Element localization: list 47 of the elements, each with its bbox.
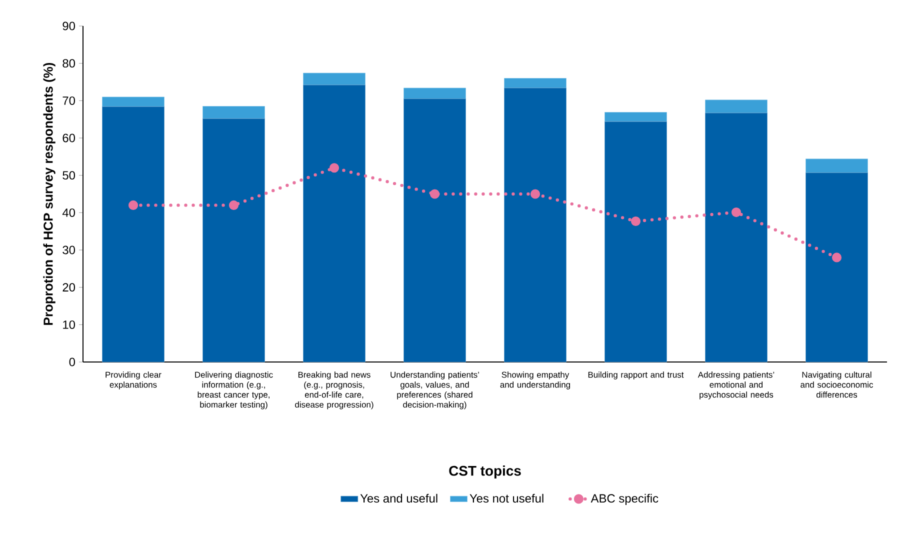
x-tick-label: Showing empathy and understanding xyxy=(500,372,570,390)
y-tick-label: 90 xyxy=(62,22,76,30)
point xyxy=(731,208,742,218)
bar xyxy=(504,78,566,88)
legend-label: Yes and useful xyxy=(360,494,438,503)
y-tick-label: 50 xyxy=(62,171,76,180)
x-tick-label: Addressing patients’ emotional and psychosocial needs xyxy=(698,372,774,400)
point xyxy=(228,200,239,210)
legend-label: ABC specific xyxy=(590,494,658,506)
bar xyxy=(202,106,265,119)
x-axis-title: CST topics xyxy=(449,466,521,479)
point xyxy=(630,216,641,226)
bar xyxy=(806,172,868,362)
bar xyxy=(705,112,768,362)
y-tick-label: 40 xyxy=(62,208,76,217)
x-tick-label: Breaking bad news (e.g., prognosis, end-of-life care, disease progression) xyxy=(295,372,374,410)
y-tick-label: 60 xyxy=(62,134,76,142)
y-tick-label: 70 xyxy=(62,96,76,105)
bar xyxy=(202,118,265,362)
y-tick-label: 0 xyxy=(69,358,76,366)
point xyxy=(530,189,540,199)
point xyxy=(430,189,440,199)
y-tick-label: 10 xyxy=(63,320,76,329)
bar xyxy=(806,158,868,173)
x-tick-label: Delivering diagnostic information (e.g., breast cancer type, biomarker testing) xyxy=(195,372,273,410)
point xyxy=(128,200,138,210)
x-tick-label: Navigating cultural and socioeconomic differences xyxy=(800,372,873,398)
bar xyxy=(102,96,164,107)
x-tick-label: Building rapport and trust xyxy=(588,372,684,380)
y-tick-label: 20 xyxy=(62,283,76,292)
bar xyxy=(303,72,366,86)
y-tick-label: 30 xyxy=(62,246,76,254)
bar xyxy=(404,98,466,362)
bar xyxy=(604,121,667,362)
bar xyxy=(102,106,164,362)
y-axis-title: Proprotion of HCP survey respondents (%) xyxy=(43,62,56,325)
point xyxy=(329,163,340,173)
bar xyxy=(705,100,768,114)
x-tick-label: Understanding patients’ goals, values, and preferences (shared decision-making) xyxy=(390,372,479,410)
point xyxy=(832,252,842,262)
bar xyxy=(404,88,466,99)
bar xyxy=(504,88,566,362)
x-tick-label: Providing clear explanations xyxy=(106,372,162,390)
bar xyxy=(303,84,366,362)
bar xyxy=(604,112,667,122)
y-tick-label: 80 xyxy=(62,59,76,68)
legend-label: Yes not useful xyxy=(470,494,544,503)
